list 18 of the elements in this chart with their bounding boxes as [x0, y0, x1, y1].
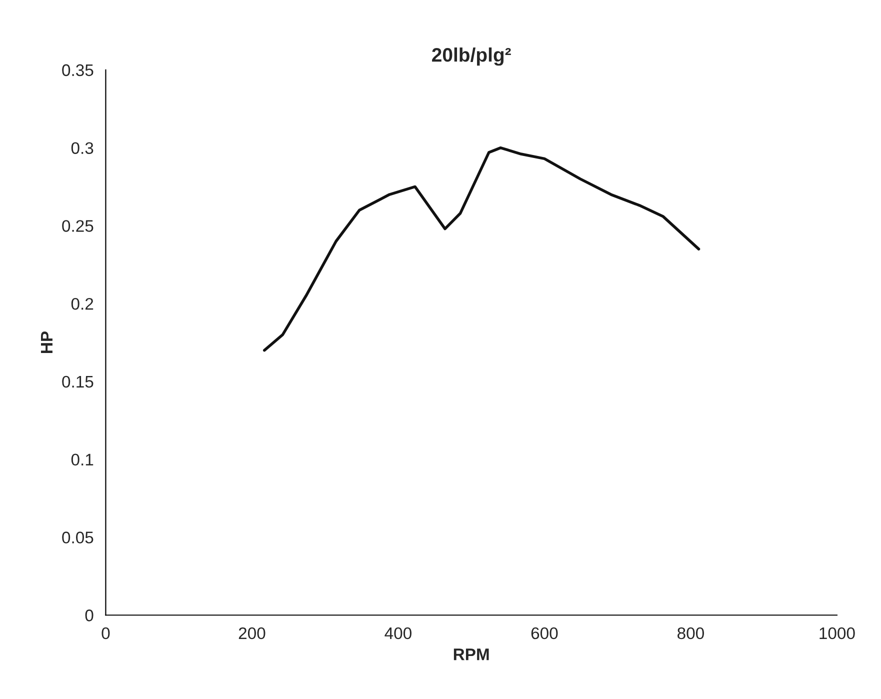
x-tick-label: 1000 — [820, 627, 855, 640]
x-axis-title: RPM — [454, 648, 489, 660]
x-tick-label: 0 — [102, 627, 110, 640]
y-tick-label: 0.15 — [62, 376, 94, 388]
y-tick-label: 0.05 — [62, 532, 94, 544]
chart-title: 20lb/plg² — [432, 47, 511, 66]
line-series — [263, 146, 700, 352]
y-tick-label: 0.3 — [71, 142, 94, 154]
y-tick-label: 0 — [85, 610, 94, 622]
y-tick-label: 0.35 — [62, 64, 94, 76]
x-tick-label: 800 — [678, 627, 704, 640]
y-tick-label: 0.25 — [62, 220, 94, 232]
x-tick-label: 600 — [531, 627, 558, 640]
y-tick-label: 0.2 — [71, 298, 94, 310]
x-tick-label: 200 — [238, 627, 266, 640]
y-tick-label: 0.1 — [71, 454, 94, 466]
y-axis-title: HP — [41, 332, 52, 353]
x-tick-label: 400 — [384, 627, 412, 640]
